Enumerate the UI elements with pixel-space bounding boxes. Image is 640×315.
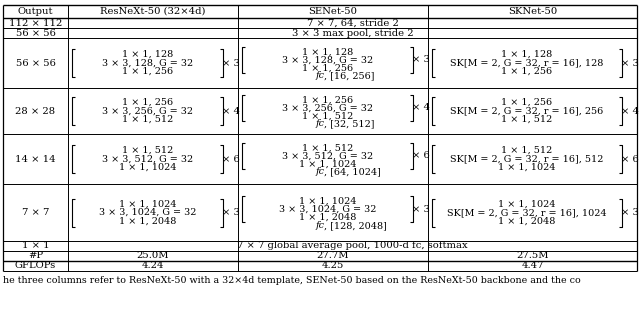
Text: 1 × 1, 1024: 1 × 1, 1024 bbox=[299, 197, 356, 206]
Text: 3 × 3, 512, G = 32: 3 × 3, 512, G = 32 bbox=[102, 154, 193, 163]
Text: 112 × 112: 112 × 112 bbox=[9, 19, 62, 27]
Text: 1 × 1, 1024: 1 × 1, 1024 bbox=[499, 163, 556, 172]
Text: × 3: × 3 bbox=[412, 55, 430, 64]
Text: 1 × 1, 2048: 1 × 1, 2048 bbox=[299, 213, 356, 222]
Text: SKNet-50: SKNet-50 bbox=[508, 7, 557, 16]
Text: 3 × 3, 128, G = 32: 3 × 3, 128, G = 32 bbox=[282, 55, 373, 64]
Text: 7 × 7: 7 × 7 bbox=[22, 208, 49, 217]
Text: × 4: × 4 bbox=[621, 106, 639, 116]
Text: × 3: × 3 bbox=[412, 205, 430, 214]
Text: 1 × 1, 512: 1 × 1, 512 bbox=[122, 115, 173, 124]
Text: 1 × 1, 512: 1 × 1, 512 bbox=[302, 111, 353, 120]
Text: Output: Output bbox=[18, 7, 53, 16]
Text: 1 × 1, 512: 1 × 1, 512 bbox=[302, 143, 353, 152]
Text: he three columns refer to ResNeXt-50 with a 32×4d template, SENet-50 based on th: he three columns refer to ResNeXt-50 wit… bbox=[3, 276, 580, 285]
Text: 25.0M: 25.0M bbox=[137, 251, 169, 261]
Text: fc: fc bbox=[316, 167, 324, 176]
Text: 1 × 1, 256: 1 × 1, 256 bbox=[302, 63, 353, 72]
Text: fc: fc bbox=[316, 221, 324, 230]
Text: SENet-50: SENet-50 bbox=[308, 7, 358, 16]
Text: SK[M = 2, G = 32, r = 16], 256: SK[M = 2, G = 32, r = 16], 256 bbox=[451, 106, 604, 116]
Text: 1 × 1, 2048: 1 × 1, 2048 bbox=[499, 216, 556, 226]
Text: × 6: × 6 bbox=[621, 154, 639, 163]
Text: 27.7M: 27.7M bbox=[317, 251, 349, 261]
Text: fc: fc bbox=[316, 71, 324, 80]
Text: 1 × 1, 256: 1 × 1, 256 bbox=[501, 98, 552, 107]
Text: , [128, 2048]: , [128, 2048] bbox=[324, 221, 387, 230]
Text: 1 × 1, 512: 1 × 1, 512 bbox=[501, 146, 552, 155]
Text: SK[M = 2, G = 32, r = 16], 512: SK[M = 2, G = 32, r = 16], 512 bbox=[451, 154, 604, 163]
Text: × 3: × 3 bbox=[621, 59, 639, 67]
Text: 3 × 3, 128, G = 32: 3 × 3, 128, G = 32 bbox=[102, 59, 193, 67]
Text: 3 × 3 max pool, stride 2: 3 × 3 max pool, stride 2 bbox=[292, 28, 413, 37]
Text: 1 × 1, 128: 1 × 1, 128 bbox=[122, 50, 173, 59]
Text: 4.47: 4.47 bbox=[521, 261, 544, 271]
Text: 3 × 3, 256, G = 32: 3 × 3, 256, G = 32 bbox=[102, 106, 193, 116]
Text: × 3: × 3 bbox=[222, 59, 240, 67]
Text: 1 × 1, 1024: 1 × 1, 1024 bbox=[119, 199, 176, 209]
Text: × 4: × 4 bbox=[222, 106, 240, 116]
Text: SK[M = 2, G = 32, r = 16], 1024: SK[M = 2, G = 32, r = 16], 1024 bbox=[447, 208, 607, 217]
Text: 4.25: 4.25 bbox=[322, 261, 344, 271]
Text: 1 × 1, 512: 1 × 1, 512 bbox=[122, 146, 173, 155]
Text: 56 × 56: 56 × 56 bbox=[15, 28, 56, 37]
Text: 1 × 1, 1024: 1 × 1, 1024 bbox=[299, 159, 356, 168]
Text: 1 × 1, 2048: 1 × 1, 2048 bbox=[119, 216, 176, 226]
Text: 27.5M: 27.5M bbox=[516, 251, 548, 261]
Text: 14 × 14: 14 × 14 bbox=[15, 154, 56, 163]
Text: × 3: × 3 bbox=[621, 208, 639, 217]
Text: 3 × 3, 1024, G = 32: 3 × 3, 1024, G = 32 bbox=[99, 208, 196, 217]
Text: , [32, 512]: , [32, 512] bbox=[324, 119, 375, 128]
Text: 3 × 3, 512, G = 32: 3 × 3, 512, G = 32 bbox=[282, 151, 373, 160]
Text: 1 × 1, 128: 1 × 1, 128 bbox=[501, 50, 552, 59]
Text: 7 × 7, 64, stride 2: 7 × 7, 64, stride 2 bbox=[307, 19, 399, 27]
Text: 56 × 56: 56 × 56 bbox=[15, 59, 56, 67]
Text: 1 × 1, 256: 1 × 1, 256 bbox=[302, 95, 353, 104]
Text: 1 × 1, 256: 1 × 1, 256 bbox=[122, 98, 173, 107]
Text: 1 × 1, 1024: 1 × 1, 1024 bbox=[119, 163, 176, 172]
Text: 1 × 1, 512: 1 × 1, 512 bbox=[501, 115, 552, 124]
Text: × 6: × 6 bbox=[412, 151, 430, 160]
Text: × 4: × 4 bbox=[412, 103, 430, 112]
Text: fc: fc bbox=[316, 119, 324, 128]
Text: , [64, 1024]: , [64, 1024] bbox=[324, 167, 381, 176]
Text: 28 × 28: 28 × 28 bbox=[15, 106, 56, 116]
Text: 1 × 1, 128: 1 × 1, 128 bbox=[302, 47, 353, 56]
Text: , [16, 256]: , [16, 256] bbox=[324, 71, 375, 80]
Text: 3 × 3, 1024, G = 32: 3 × 3, 1024, G = 32 bbox=[279, 205, 376, 214]
Text: 1 × 1, 256: 1 × 1, 256 bbox=[501, 67, 552, 76]
Text: 3 × 3, 256, G = 32: 3 × 3, 256, G = 32 bbox=[282, 103, 373, 112]
Text: × 6: × 6 bbox=[222, 154, 240, 163]
Text: × 3: × 3 bbox=[222, 208, 240, 217]
Text: 7 × 7 global average pool, 1000-d fc, softmax: 7 × 7 global average pool, 1000-d fc, so… bbox=[237, 242, 468, 250]
Text: 1 × 1: 1 × 1 bbox=[22, 242, 49, 250]
Text: ResNeXt-50 (32×4d): ResNeXt-50 (32×4d) bbox=[100, 7, 205, 16]
Text: #P: #P bbox=[28, 251, 43, 261]
Text: GFLOPs: GFLOPs bbox=[15, 261, 56, 271]
Text: SK[M = 2, G = 32, r = 16], 128: SK[M = 2, G = 32, r = 16], 128 bbox=[451, 59, 604, 67]
Text: 4.24: 4.24 bbox=[141, 261, 164, 271]
Text: 1 × 1, 256: 1 × 1, 256 bbox=[122, 67, 173, 76]
Text: 1 × 1, 1024: 1 × 1, 1024 bbox=[499, 199, 556, 209]
